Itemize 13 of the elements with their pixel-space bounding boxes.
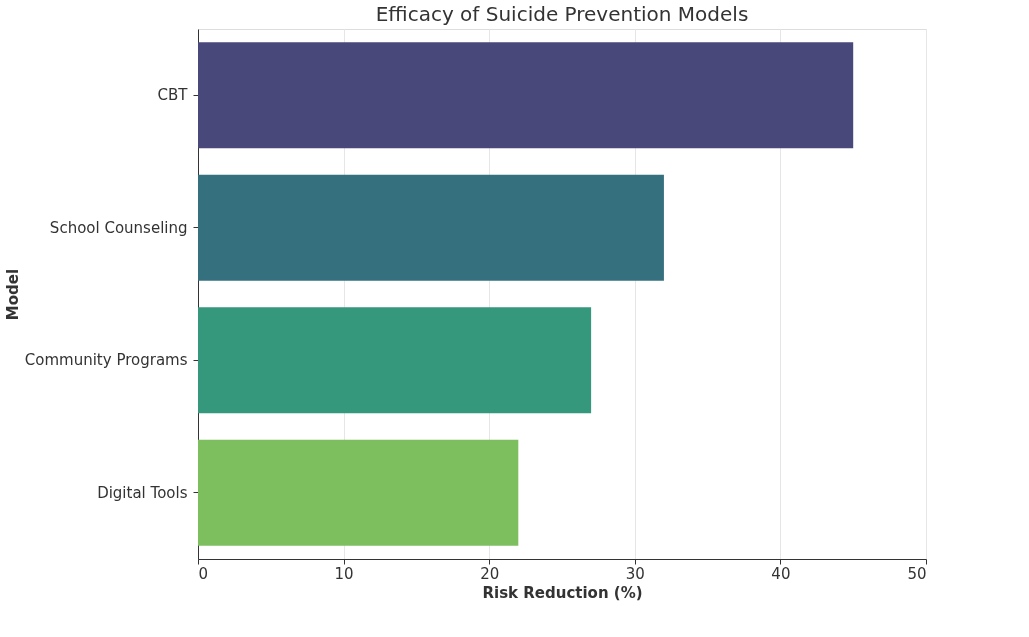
x-tick-label: 10	[334, 564, 354, 583]
chart-title: Efficacy of Suicide Prevention Models	[375, 2, 749, 26]
y-axis-title: Model	[3, 268, 22, 321]
y-tick-label: Community Programs	[24, 351, 188, 370]
y-tick-label: CBT	[157, 86, 189, 105]
x-tick-label: 0	[198, 564, 209, 583]
x-axis-title: Risk Reduction (%)	[482, 583, 643, 602]
y-tick-label: Digital Tools	[97, 483, 188, 502]
x-tick-label: 30	[625, 564, 645, 583]
x-tick-label: 50	[907, 564, 927, 583]
x-tick-label: 20	[480, 564, 500, 583]
x-tick-label: 40	[771, 564, 791, 583]
y-tick-label: School Counseling	[49, 218, 188, 237]
